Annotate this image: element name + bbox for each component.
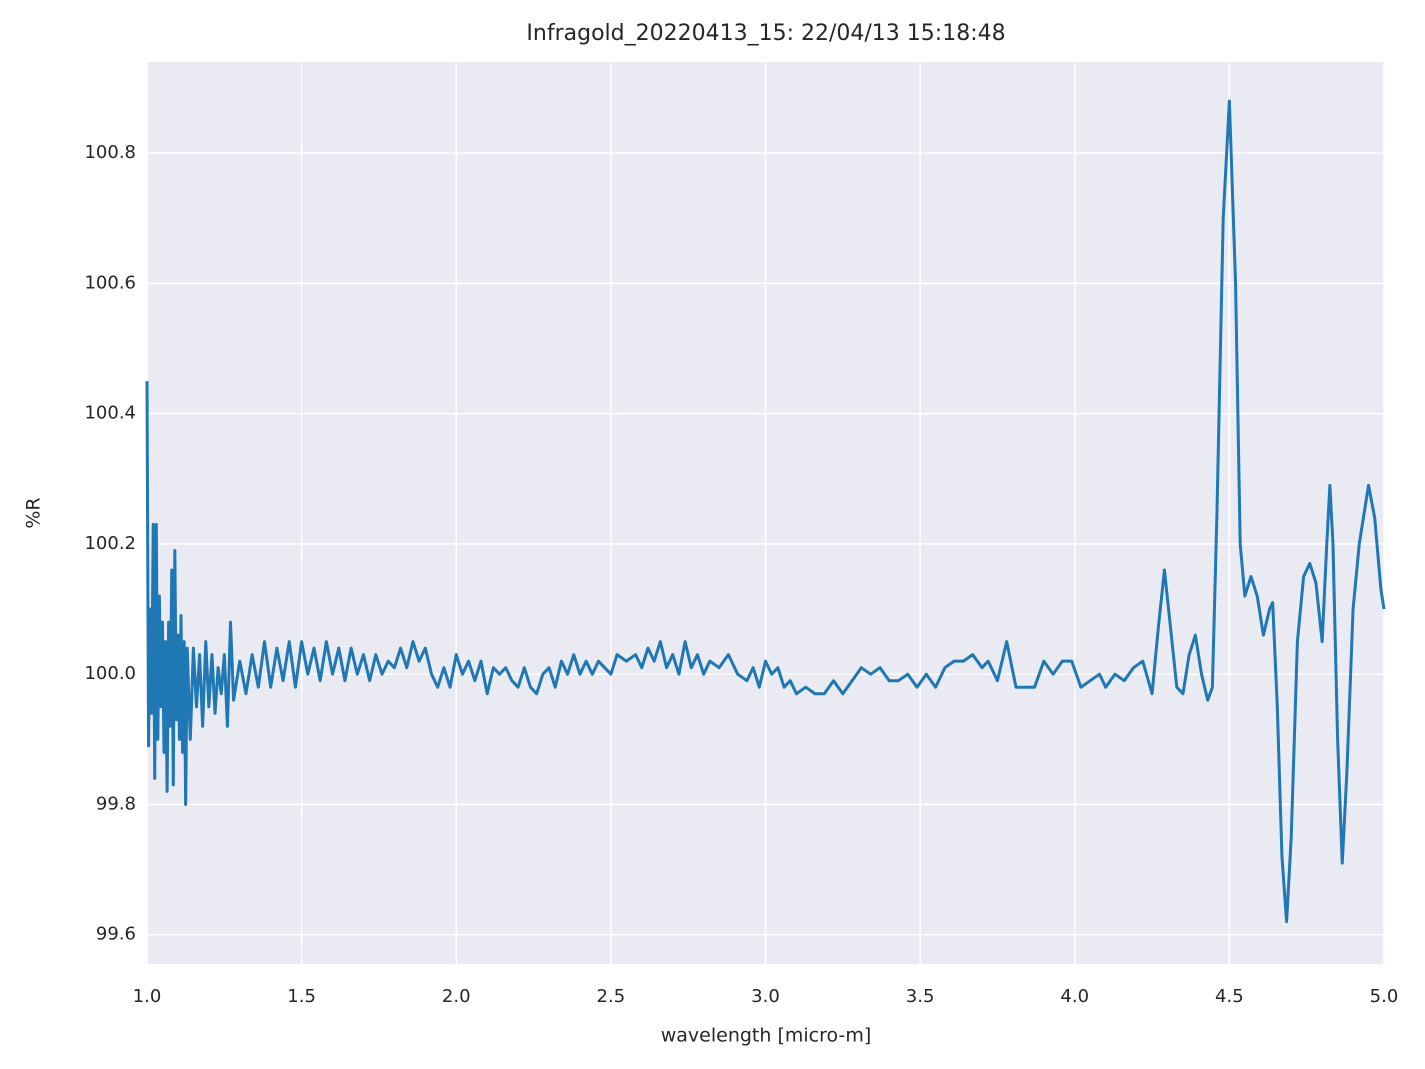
- data-line: [145, 99, 1386, 924]
- x-tick-label: 3.0: [751, 986, 780, 1007]
- x-axis-label: wavelength [micro-m]: [661, 1025, 872, 1047]
- y-tick-label: 100.6: [84, 272, 136, 293]
- x-tick-label: 4.0: [1060, 986, 1089, 1007]
- y-tick-label: 99.8: [96, 793, 136, 814]
- y-tick-label: 100.4: [84, 403, 136, 424]
- marks: [145, 99, 1386, 924]
- y-axis-label: %R: [23, 497, 45, 528]
- x-tick-label: 4.5: [1215, 986, 1244, 1007]
- grid: [146, 62, 1385, 964]
- y-tick-label: 100.2: [84, 533, 136, 554]
- labels: 1.0 1.5 2.0 2.5 3.0 3.5 4.0 4.5 5.0 99.6 99.8 100.0…: [84, 142, 1398, 1007]
- x-tick-label: 5.0: [1370, 986, 1399, 1007]
- y-tick-label: 100.8: [84, 142, 136, 163]
- x-tick-label: 3.5: [906, 986, 935, 1007]
- chart-title: Infragold_20220413_15: 22/04/13 15:18:48: [526, 21, 1005, 46]
- x-tick-label: 2.0: [442, 986, 471, 1007]
- y-tick-label: 100.0: [84, 663, 136, 684]
- x-tick-label: 1.0: [133, 986, 162, 1007]
- x-tick-label: 1.5: [287, 986, 316, 1007]
- x-tick-label: 2.5: [597, 986, 626, 1007]
- y-tick-label: 99.6: [96, 924, 136, 945]
